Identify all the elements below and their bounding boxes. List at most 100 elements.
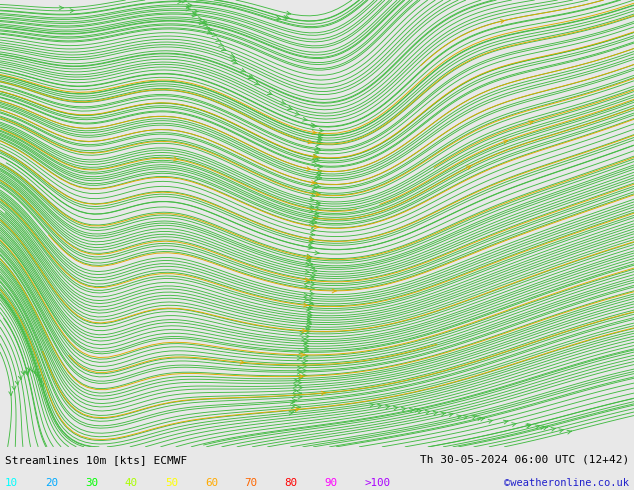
FancyArrowPatch shape	[297, 392, 301, 395]
FancyArrowPatch shape	[311, 123, 315, 127]
FancyArrowPatch shape	[304, 284, 309, 288]
FancyArrowPatch shape	[307, 254, 311, 258]
FancyArrowPatch shape	[305, 327, 309, 331]
FancyArrowPatch shape	[18, 375, 22, 380]
FancyArrowPatch shape	[401, 407, 406, 411]
FancyArrowPatch shape	[559, 429, 564, 433]
FancyArrowPatch shape	[312, 224, 316, 228]
Text: Streamlines 10m [kts] ECMWF: Streamlines 10m [kts] ECMWF	[5, 455, 187, 465]
FancyArrowPatch shape	[203, 22, 207, 26]
FancyArrowPatch shape	[59, 6, 63, 10]
FancyArrowPatch shape	[268, 91, 272, 95]
FancyArrowPatch shape	[503, 140, 507, 144]
Text: Th 30-05-2024 06:00 UTC (12+42): Th 30-05-2024 06:00 UTC (12+42)	[420, 455, 629, 465]
FancyArrowPatch shape	[300, 331, 304, 335]
FancyArrowPatch shape	[315, 147, 320, 150]
FancyArrowPatch shape	[248, 75, 252, 79]
FancyArrowPatch shape	[281, 100, 285, 104]
FancyArrowPatch shape	[299, 350, 303, 354]
FancyArrowPatch shape	[288, 106, 292, 110]
FancyArrowPatch shape	[21, 370, 25, 375]
Text: 70: 70	[245, 478, 258, 488]
FancyArrowPatch shape	[316, 148, 321, 152]
FancyArrowPatch shape	[425, 410, 430, 414]
FancyArrowPatch shape	[304, 349, 308, 353]
FancyArrowPatch shape	[304, 303, 308, 307]
FancyArrowPatch shape	[472, 415, 476, 419]
FancyArrowPatch shape	[308, 245, 313, 249]
FancyArrowPatch shape	[512, 423, 516, 426]
FancyArrowPatch shape	[305, 278, 310, 282]
FancyArrowPatch shape	[543, 426, 548, 430]
FancyArrowPatch shape	[311, 194, 315, 197]
FancyArrowPatch shape	[186, 7, 190, 11]
FancyArrowPatch shape	[307, 318, 311, 321]
FancyArrowPatch shape	[480, 417, 484, 421]
FancyArrowPatch shape	[313, 269, 316, 272]
FancyArrowPatch shape	[309, 245, 314, 249]
FancyArrowPatch shape	[311, 180, 316, 184]
FancyArrowPatch shape	[314, 163, 319, 167]
FancyArrowPatch shape	[314, 150, 318, 154]
FancyArrowPatch shape	[308, 140, 313, 144]
FancyArrowPatch shape	[208, 27, 212, 31]
FancyArrowPatch shape	[315, 158, 319, 162]
FancyArrowPatch shape	[310, 266, 314, 270]
FancyArrowPatch shape	[287, 11, 291, 15]
FancyArrowPatch shape	[12, 386, 16, 390]
FancyArrowPatch shape	[315, 207, 320, 211]
FancyArrowPatch shape	[463, 416, 468, 419]
FancyArrowPatch shape	[311, 189, 316, 193]
FancyArrowPatch shape	[377, 404, 382, 408]
FancyArrowPatch shape	[316, 192, 321, 196]
FancyArrowPatch shape	[526, 424, 531, 428]
Text: 50: 50	[165, 478, 178, 488]
FancyArrowPatch shape	[305, 270, 309, 274]
FancyArrowPatch shape	[309, 204, 314, 208]
FancyArrowPatch shape	[289, 411, 293, 415]
Text: >100: >100	[365, 478, 391, 488]
FancyArrowPatch shape	[285, 16, 290, 20]
FancyArrowPatch shape	[32, 369, 36, 373]
FancyArrowPatch shape	[312, 130, 317, 134]
FancyArrowPatch shape	[316, 201, 320, 204]
FancyArrowPatch shape	[174, 157, 179, 161]
FancyArrowPatch shape	[40, 383, 44, 387]
FancyArrowPatch shape	[296, 406, 301, 410]
FancyArrowPatch shape	[318, 165, 323, 169]
FancyArrowPatch shape	[441, 412, 446, 416]
FancyArrowPatch shape	[567, 430, 571, 434]
Text: 60: 60	[205, 478, 218, 488]
FancyArrowPatch shape	[314, 211, 318, 215]
FancyArrowPatch shape	[304, 293, 308, 297]
FancyArrowPatch shape	[231, 57, 236, 61]
FancyArrowPatch shape	[303, 364, 307, 368]
FancyArrowPatch shape	[488, 419, 493, 423]
FancyArrowPatch shape	[302, 362, 306, 366]
FancyArrowPatch shape	[310, 232, 314, 236]
FancyArrowPatch shape	[297, 381, 302, 385]
FancyArrowPatch shape	[297, 356, 301, 360]
FancyArrowPatch shape	[309, 241, 313, 245]
FancyArrowPatch shape	[297, 366, 302, 370]
FancyArrowPatch shape	[30, 368, 34, 372]
FancyArrowPatch shape	[306, 167, 311, 171]
FancyArrowPatch shape	[178, 0, 182, 3]
FancyArrowPatch shape	[295, 408, 300, 412]
FancyArrowPatch shape	[241, 68, 245, 72]
FancyArrowPatch shape	[306, 255, 311, 259]
FancyArrowPatch shape	[309, 220, 313, 224]
FancyArrowPatch shape	[317, 169, 321, 172]
FancyArrowPatch shape	[299, 386, 303, 390]
FancyArrowPatch shape	[308, 306, 313, 309]
FancyArrowPatch shape	[503, 420, 508, 424]
FancyArrowPatch shape	[319, 133, 323, 137]
FancyArrowPatch shape	[192, 12, 196, 16]
FancyArrowPatch shape	[313, 220, 317, 223]
FancyArrowPatch shape	[307, 256, 311, 260]
Text: 90: 90	[325, 478, 338, 488]
FancyArrowPatch shape	[309, 197, 314, 201]
FancyArrowPatch shape	[307, 315, 311, 319]
FancyArrowPatch shape	[417, 410, 422, 413]
FancyArrowPatch shape	[202, 19, 207, 23]
